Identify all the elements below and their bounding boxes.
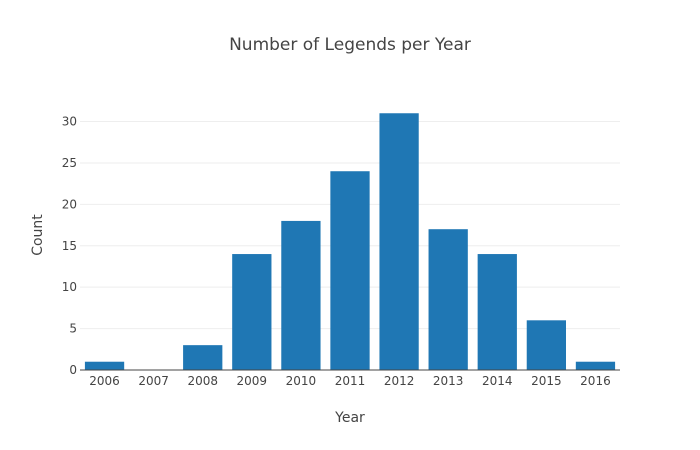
x-tick-label: 2013: [433, 374, 464, 388]
bar-2014: [477, 254, 517, 370]
x-tick-label: 2012: [384, 374, 415, 388]
bar-2015: [526, 320, 566, 370]
x-tick-label: 2009: [237, 374, 268, 388]
chart-title: Number of Legends per Year: [229, 35, 471, 55]
bar-layer: [84, 113, 616, 371]
x-tick-label: 2016: [580, 374, 611, 388]
x-axis-label: Year: [334, 410, 365, 426]
y-tick-label: 10: [62, 280, 77, 294]
y-tick-label: 0: [69, 363, 77, 377]
x-tick-label: 2006: [89, 374, 120, 388]
y-tick-label: 20: [62, 197, 77, 211]
x-tick-label: 2007: [138, 374, 169, 388]
y-tick-label: 5: [69, 322, 77, 336]
y-tick-label: 15: [62, 239, 77, 253]
y-tick-label: 30: [62, 115, 77, 129]
y-axis-label: Count: [30, 214, 46, 256]
bar-2016: [575, 361, 616, 370]
bar-2013: [428, 229, 468, 370]
bar-2008: [183, 345, 223, 370]
bar-2012: [379, 113, 419, 371]
x-tick-labels: 2006 2007 2008 2009 2010 2011 2012 2013 2014 2015…: [89, 374, 610, 388]
y-tick-labels: 0 5 10 15 20 25 30: [62, 115, 77, 377]
bar-2006: [84, 361, 125, 370]
x-tick-label: 2015: [531, 374, 562, 388]
y-tick-label: 25: [62, 156, 77, 170]
x-tick-label: 2010: [286, 374, 317, 388]
bar-2011: [330, 171, 370, 370]
bar-2009: [232, 254, 272, 370]
x-tick-label: 2011: [335, 374, 366, 388]
x-tick-label: 2014: [482, 374, 513, 388]
x-tick-label: 2008: [187, 374, 218, 388]
bar-2010: [281, 220, 321, 370]
